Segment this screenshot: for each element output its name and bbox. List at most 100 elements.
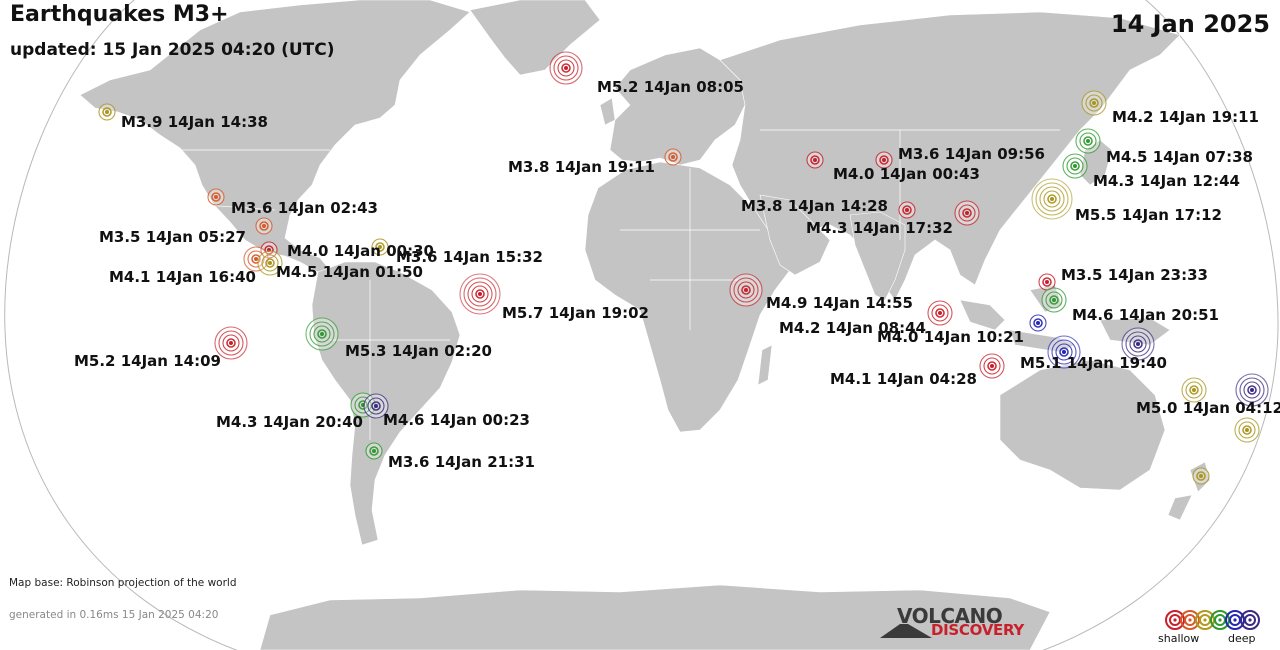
- earthquake-marker-unlabeled-epicenter: [1192, 388, 1196, 392]
- earthquake-marker[interactable]: [1062, 153, 1088, 179]
- earthquake-marker[interactable]: [1047, 335, 1081, 369]
- earthquake-marker[interactable]: [927, 300, 953, 326]
- earthquake-marker-unlabeled-ring: [1125, 331, 1151, 357]
- earthquake-marker-ring: [309, 321, 335, 347]
- earthquake-marker-unlabeled[interactable]: [1181, 377, 1207, 403]
- earthquake-marker[interactable]: [98, 103, 116, 121]
- earthquake-label: M5.1 14Jan 19:40: [1020, 354, 1167, 372]
- earthquake-label: M5.2 14Jan 14:09: [74, 352, 221, 370]
- earthquake-marker-ring: [1089, 98, 1099, 108]
- earthquake-marker[interactable]: [207, 188, 225, 206]
- earthquake-marker-ring: [1059, 347, 1069, 357]
- earthquake-marker-ring: [553, 55, 579, 81]
- earthquake-marker-ring: [371, 401, 381, 411]
- earthquake-marker[interactable]: [979, 353, 1005, 379]
- earthquake-marker-epicenter: [478, 292, 482, 296]
- earthquake-marker-ring: [879, 155, 889, 165]
- earthquake-marker-unlabeled-ring: [1196, 471, 1206, 481]
- continents: [79, 0, 1211, 650]
- earthquake-marker-unlabeled[interactable]: [1192, 467, 1210, 485]
- earthquake-marker-epicenter: [374, 404, 378, 408]
- earthquake-marker[interactable]: [214, 326, 248, 360]
- earthquake-marker[interactable]: [371, 238, 389, 256]
- earthquake-label: M4.1 14Jan 04:28: [830, 370, 977, 388]
- earthquake-marker-ring: [317, 329, 327, 339]
- earthquake-marker[interactable]: [260, 241, 278, 259]
- earthquake-marker-ring: [557, 59, 575, 77]
- earthquake-marker[interactable]: [365, 442, 383, 460]
- legend-depth-dot: [1173, 618, 1177, 622]
- map-date: 14 Jan 2025: [1110, 10, 1270, 38]
- earthquake-marker[interactable]: [729, 273, 763, 307]
- earthquake-marker-ring: [810, 155, 820, 165]
- earthquake-marker-ring: [261, 254, 279, 272]
- earthquake-marker[interactable]: [954, 200, 980, 226]
- earthquake-marker-epicenter: [105, 110, 109, 114]
- generated-note: generated in 0.16ms 15 Jan 2025 04:20: [9, 609, 219, 621]
- earthquake-label: M4.5 14Jan 01:50: [276, 263, 423, 281]
- earthquake-marker-ring: [222, 334, 240, 352]
- earthquake-marker-ring: [471, 285, 489, 303]
- earthquake-marker-ring: [467, 281, 493, 307]
- earthquake-marker[interactable]: [1041, 287, 1067, 313]
- earthquake-marker-ring: [226, 338, 236, 348]
- earthquake-label: M3.9 14Jan 14:38: [121, 113, 268, 131]
- legend-depth-dot: [1203, 618, 1207, 622]
- earthquake-marker-ring: [265, 258, 275, 268]
- earthquake-label: M4.0 14Jan 00:43: [833, 165, 980, 183]
- australia-landmass: [999, 359, 1166, 491]
- british-isles: [599, 97, 616, 126]
- earthquake-label: M5.3 14Jan 02:20: [345, 342, 492, 360]
- earthquake-label: M5.0 14Jan 04:12: [1136, 399, 1280, 417]
- earthquake-marker-ring: [1033, 318, 1043, 328]
- earthquake-marker-ring: [935, 308, 945, 318]
- earthquake-marker-ring: [1243, 381, 1261, 399]
- earthquake-marker-epicenter: [564, 66, 568, 70]
- earthquake-marker[interactable]: [806, 151, 824, 169]
- earthquake-marker[interactable]: [257, 250, 283, 276]
- map-base-note: Map base: Robinson projection of the wor…: [9, 577, 237, 589]
- earthquake-marker[interactable]: [549, 51, 583, 85]
- earthquake-marker-ring: [1083, 136, 1093, 146]
- earthquake-marker[interactable]: [1075, 128, 1101, 154]
- earthquake-marker-epicenter: [1086, 139, 1090, 143]
- earthquake-marker-ring: [1239, 377, 1265, 403]
- earthquake-marker-unlabeled[interactable]: [1121, 327, 1155, 361]
- earthquake-label: M4.9 14Jan 14:55: [766, 294, 913, 312]
- earthquake-marker[interactable]: [664, 148, 682, 166]
- earthquake-marker-epicenter: [1036, 321, 1040, 325]
- earthquake-marker-ring: [1247, 385, 1257, 395]
- earthquake-marker[interactable]: [898, 201, 916, 219]
- south-america-landmass: [311, 261, 461, 546]
- earthquake-marker[interactable]: [1031, 178, 1073, 220]
- earthquake-marker-epicenter: [882, 158, 886, 162]
- legend-deep-label: deep: [1228, 632, 1256, 645]
- depth-legend: shallow deep: [1158, 606, 1268, 648]
- earthquake-marker-unlabeled[interactable]: [1234, 417, 1260, 443]
- earthquake-marker-ring: [211, 192, 221, 202]
- earthquake-label: M4.5 14Jan 07:38: [1106, 148, 1253, 166]
- earthquake-marker[interactable]: [1235, 373, 1269, 407]
- earthquake-marker-ring: [102, 107, 112, 117]
- earthquake-marker-ring: [247, 250, 265, 268]
- earthquake-marker-epicenter: [1250, 388, 1254, 392]
- earthquake-marker[interactable]: [363, 393, 389, 419]
- earthquake-marker-ring: [962, 208, 972, 218]
- earthquake-marker[interactable]: [1038, 273, 1056, 291]
- earthquake-marker[interactable]: [350, 392, 376, 418]
- earthquake-marker[interactable]: [875, 151, 893, 169]
- earthquake-marker-ring: [987, 361, 997, 371]
- earthquake-marker-epicenter: [262, 224, 266, 228]
- earthquake-marker-epicenter: [1045, 280, 1049, 284]
- earthquake-marker[interactable]: [1081, 90, 1107, 116]
- earthquake-label: M4.6 14Jan 20:51: [1072, 306, 1219, 324]
- earthquake-marker-unlabeled-ring: [1133, 339, 1143, 349]
- volcanodiscovery-logo[interactable]: VOLCANO DISCOVERY: [880, 604, 1040, 644]
- earthquake-marker[interactable]: [255, 217, 273, 235]
- earthquake-marker[interactable]: [459, 273, 501, 315]
- earthquake-marker[interactable]: [305, 317, 339, 351]
- earthquake-marker-epicenter: [1073, 164, 1077, 168]
- earthquake-marker-ring: [1070, 161, 1080, 171]
- earthquake-label: M4.0 14Jan 00:30: [287, 242, 434, 260]
- earthquake-marker[interactable]: [1029, 314, 1047, 332]
